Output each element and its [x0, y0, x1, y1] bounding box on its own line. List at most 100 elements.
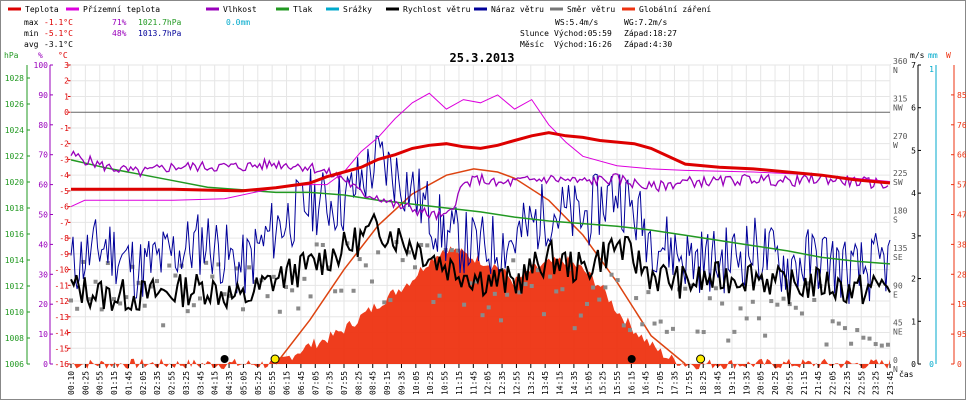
- temperature-unit: °C: [58, 51, 68, 60]
- x-tick-label: 07:05: [311, 371, 320, 395]
- right-axes: 360N315NW270W225SW180S135SE90E45NE0N0123…: [889, 57, 966, 374]
- wind-direction-point: [517, 290, 522, 295]
- wind-direction-point: [351, 288, 356, 293]
- wind-direction-point: [376, 250, 381, 255]
- x-axis: 00:10 00:25 00:55 01:15 01:45 02:05 02:35 02:55…: [67, 364, 895, 395]
- temperature-tick-label: -14: [55, 329, 70, 338]
- direction-compass-label: SW: [893, 178, 903, 187]
- wind-direction-point: [554, 289, 559, 294]
- x-tick-label: 05:05: [239, 371, 248, 395]
- wind-speed-tick-label: 2: [911, 275, 916, 284]
- x-tick-label: 11:45: [469, 371, 478, 395]
- temperature-tick-label: -6: [59, 203, 69, 212]
- wind-direction-point: [726, 338, 731, 343]
- x-tick-label: 19:35: [742, 371, 751, 395]
- legend-label-9: Globální záření: [639, 5, 711, 14]
- temperature-tick-label: -4: [59, 171, 69, 180]
- wind-direction-point: [283, 285, 288, 290]
- wind-direction-point: [247, 265, 252, 270]
- wind-direction-point: [425, 243, 430, 248]
- wind-direction-point: [480, 313, 485, 318]
- direction-tick-label: 0: [893, 356, 898, 365]
- radiation-tick-label: 475: [957, 211, 966, 220]
- wind-direction-point: [670, 326, 675, 331]
- wind-direction-point: [419, 242, 424, 247]
- x-tick-label: 04:35: [225, 371, 234, 395]
- humidity-tick-label: 100: [34, 61, 49, 70]
- wind-direction-point: [400, 258, 405, 263]
- x-tick-label: 16:45: [642, 371, 651, 395]
- x-tick-label: 22:35: [843, 371, 852, 395]
- wind-direction-point: [652, 321, 657, 326]
- legend-label-2: Přízemní teplota: [83, 5, 160, 14]
- humidity-tick-label: 40: [38, 240, 48, 249]
- wind-direction-point: [69, 298, 73, 303]
- wind-direction-point: [333, 289, 338, 294]
- x-tick-label: 03:25: [182, 371, 191, 395]
- x-tick-label: 23:45: [886, 371, 895, 395]
- wind-direction-point: [462, 302, 467, 307]
- humidity-unit: %: [38, 51, 43, 60]
- stats-block: max -1.1°C 71% 1021.7hPa 0.0mm min -5.1°…: [24, 18, 250, 49]
- wind-direction-point: [363, 263, 368, 268]
- wind-direction-point: [437, 293, 442, 298]
- pressure-tick-label: 1022: [5, 152, 24, 161]
- stats-min-humidity: 48%: [112, 29, 127, 38]
- wind-direction-point: [222, 292, 227, 297]
- pressure-tick-label: 1028: [5, 74, 24, 83]
- x-tick-label: 00:10: [67, 371, 76, 395]
- wind-direction-point: [548, 274, 553, 279]
- temperature-tick-label: -12: [55, 297, 70, 306]
- x-tick-label: 10:05: [412, 371, 421, 395]
- wind-direction-point: [167, 263, 172, 268]
- x-tick-label: 12:55: [512, 371, 521, 395]
- wind-direction-point: [867, 336, 872, 341]
- direction-compass-label: S: [893, 216, 898, 225]
- direction-compass-label: E: [893, 290, 898, 299]
- wind-direction-point: [775, 302, 780, 307]
- humidity-tick-label: 50: [38, 211, 48, 220]
- rain-unit: mm: [928, 51, 938, 60]
- x-tick-label: 17:55: [685, 371, 694, 395]
- direction-compass-label: NE: [893, 328, 903, 337]
- wind-speed-line: [70, 211, 891, 312]
- rain-tick-label: 1: [929, 65, 934, 74]
- wind-direction-point: [277, 309, 282, 314]
- wind-direction-point: [93, 279, 98, 284]
- x-tick-label: 00:55: [96, 371, 105, 395]
- x-tick-label: 11:15: [455, 371, 464, 395]
- x-tick-label: 18:45: [714, 371, 723, 395]
- stats-max-label: max: [24, 18, 39, 27]
- wind-direction-point: [578, 313, 583, 318]
- x-tick-label: 21:45: [814, 371, 823, 395]
- wind-direction-point: [621, 323, 626, 328]
- pressure-tick-label: 1006: [5, 360, 24, 369]
- wind-gust-line: [70, 135, 891, 304]
- wind-direction-point: [210, 274, 215, 279]
- wind-direction-point: [769, 299, 774, 304]
- direction-compass-label: W: [893, 141, 898, 150]
- x-tick-label: 20:55: [785, 371, 794, 395]
- moonset-time: Západ:4:30: [624, 40, 672, 49]
- legend-label-3: Vlhkost: [223, 5, 257, 14]
- stats-max-rain: 0.0mm: [226, 18, 250, 27]
- wind-direction-point: [161, 323, 166, 328]
- wind-direction-point: [191, 303, 196, 308]
- wind-direction-point: [204, 260, 209, 265]
- wind-direction-point: [498, 318, 503, 323]
- temperature-tick-label: 2: [64, 77, 69, 86]
- x-tick-label: 08:25: [354, 371, 363, 395]
- temperature-tick-label: -1: [59, 124, 69, 133]
- wind-direction-point: [142, 303, 147, 308]
- legend-label-5: Srážky: [343, 5, 372, 14]
- humidity-tick-label: 60: [38, 181, 48, 190]
- temperature-tick-label: -10: [55, 266, 70, 275]
- temperature-tick-label: -15: [55, 344, 70, 353]
- legend: Teplota Přízemní teplota Vlhkost Tlak Srážky…: [8, 5, 711, 14]
- wind-speed-tick-label: 7: [911, 61, 916, 70]
- legend-label-6: Rychlost větru: [403, 5, 471, 14]
- x-tick-label: 10:25: [426, 371, 435, 395]
- stats-max-pressure: 1021.7hPa: [138, 18, 182, 27]
- wind-direction-point: [793, 305, 798, 310]
- wind-direction-point: [326, 265, 331, 270]
